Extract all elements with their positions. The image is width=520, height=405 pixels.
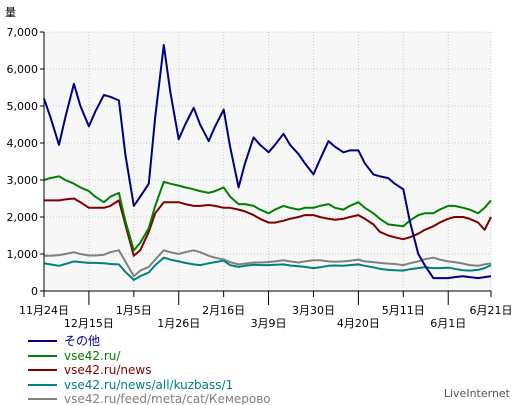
grid: [44, 31, 492, 291]
legend-label-1: vse42.ru/: [64, 348, 121, 363]
x-tick-label-0: 11月24日: [19, 304, 69, 317]
legend-item-4: vse42.ru/feed/meta/cat/Кемерово: [28, 392, 271, 405]
y-tick-label-2: 2,000: [7, 211, 39, 224]
brand-label: LiveInternet: [443, 387, 510, 400]
legend-swatch-3: [28, 383, 57, 386]
x-tick-label-2: 1月5日: [116, 304, 152, 317]
legend-item-2: vse42.ru/news: [28, 363, 271, 378]
y-tick-label-1: 1,000: [7, 248, 39, 261]
y-tick-label-3: 3,000: [7, 174, 39, 187]
legend-label-4: vse42.ru/feed/meta/cat/Кемерово: [64, 392, 271, 405]
legend-label-0: その他: [64, 334, 101, 348]
y-tick-label-4: 4,000: [7, 137, 39, 150]
y-tick-label-6: 6,000: [7, 63, 39, 76]
legend-swatch-1: [28, 354, 57, 357]
x-tick-label-8: 5月11日: [382, 304, 425, 317]
axes: [43, 32, 491, 292]
series-line-3: [43, 256, 492, 281]
series-line-4: [44, 249, 492, 278]
x-tick-label-4: 2月16日: [202, 304, 245, 317]
legend-item-1: vse42.ru/: [28, 349, 271, 364]
y-tick-label-5: 5,000: [7, 100, 39, 113]
x-tick-label-7: 4月20日: [337, 317, 380, 330]
y-tick-labels: 0 1,000 2,000 3,000 4,000 5,000 6,000 7,000: [7, 26, 44, 298]
legend-item-3: vse42.ru/news/all/kuzbass/1: [28, 378, 271, 393]
x-tick-label-5: 3月9日: [251, 317, 287, 330]
x-tick-label-9: 6月1日: [430, 317, 466, 330]
legend-swatch-4: [28, 398, 57, 401]
legend-swatch-0: [28, 340, 57, 343]
y-tick-label-0: 0: [31, 285, 38, 298]
x-tick-label-3: 1月26日: [157, 317, 200, 330]
legend-item-0: その他: [28, 334, 271, 349]
series-line-1: [43, 175, 492, 252]
series-line-0: [43, 44, 492, 280]
legend-label-3: vse42.ru/news/all/kuzbass/1: [64, 377, 234, 392]
legend: その他 vse42.ru/vse42.ru/news vse42.ru/news/a…: [28, 334, 271, 405]
series-line-2: [44, 197, 492, 257]
series-layer: [43, 44, 492, 281]
x-tick-label-1: 12月15日: [64, 317, 114, 330]
y-unit-label: 量: [5, 6, 16, 19]
y-tick-label-7: 7,000: [7, 26, 39, 39]
legend-label-2: vse42.ru/news: [64, 363, 152, 377]
x-tick-label-10: 6月21日: [470, 304, 513, 317]
x-tick-label-6: 3月30日: [292, 304, 335, 317]
legend-swatch-2: [28, 369, 57, 372]
